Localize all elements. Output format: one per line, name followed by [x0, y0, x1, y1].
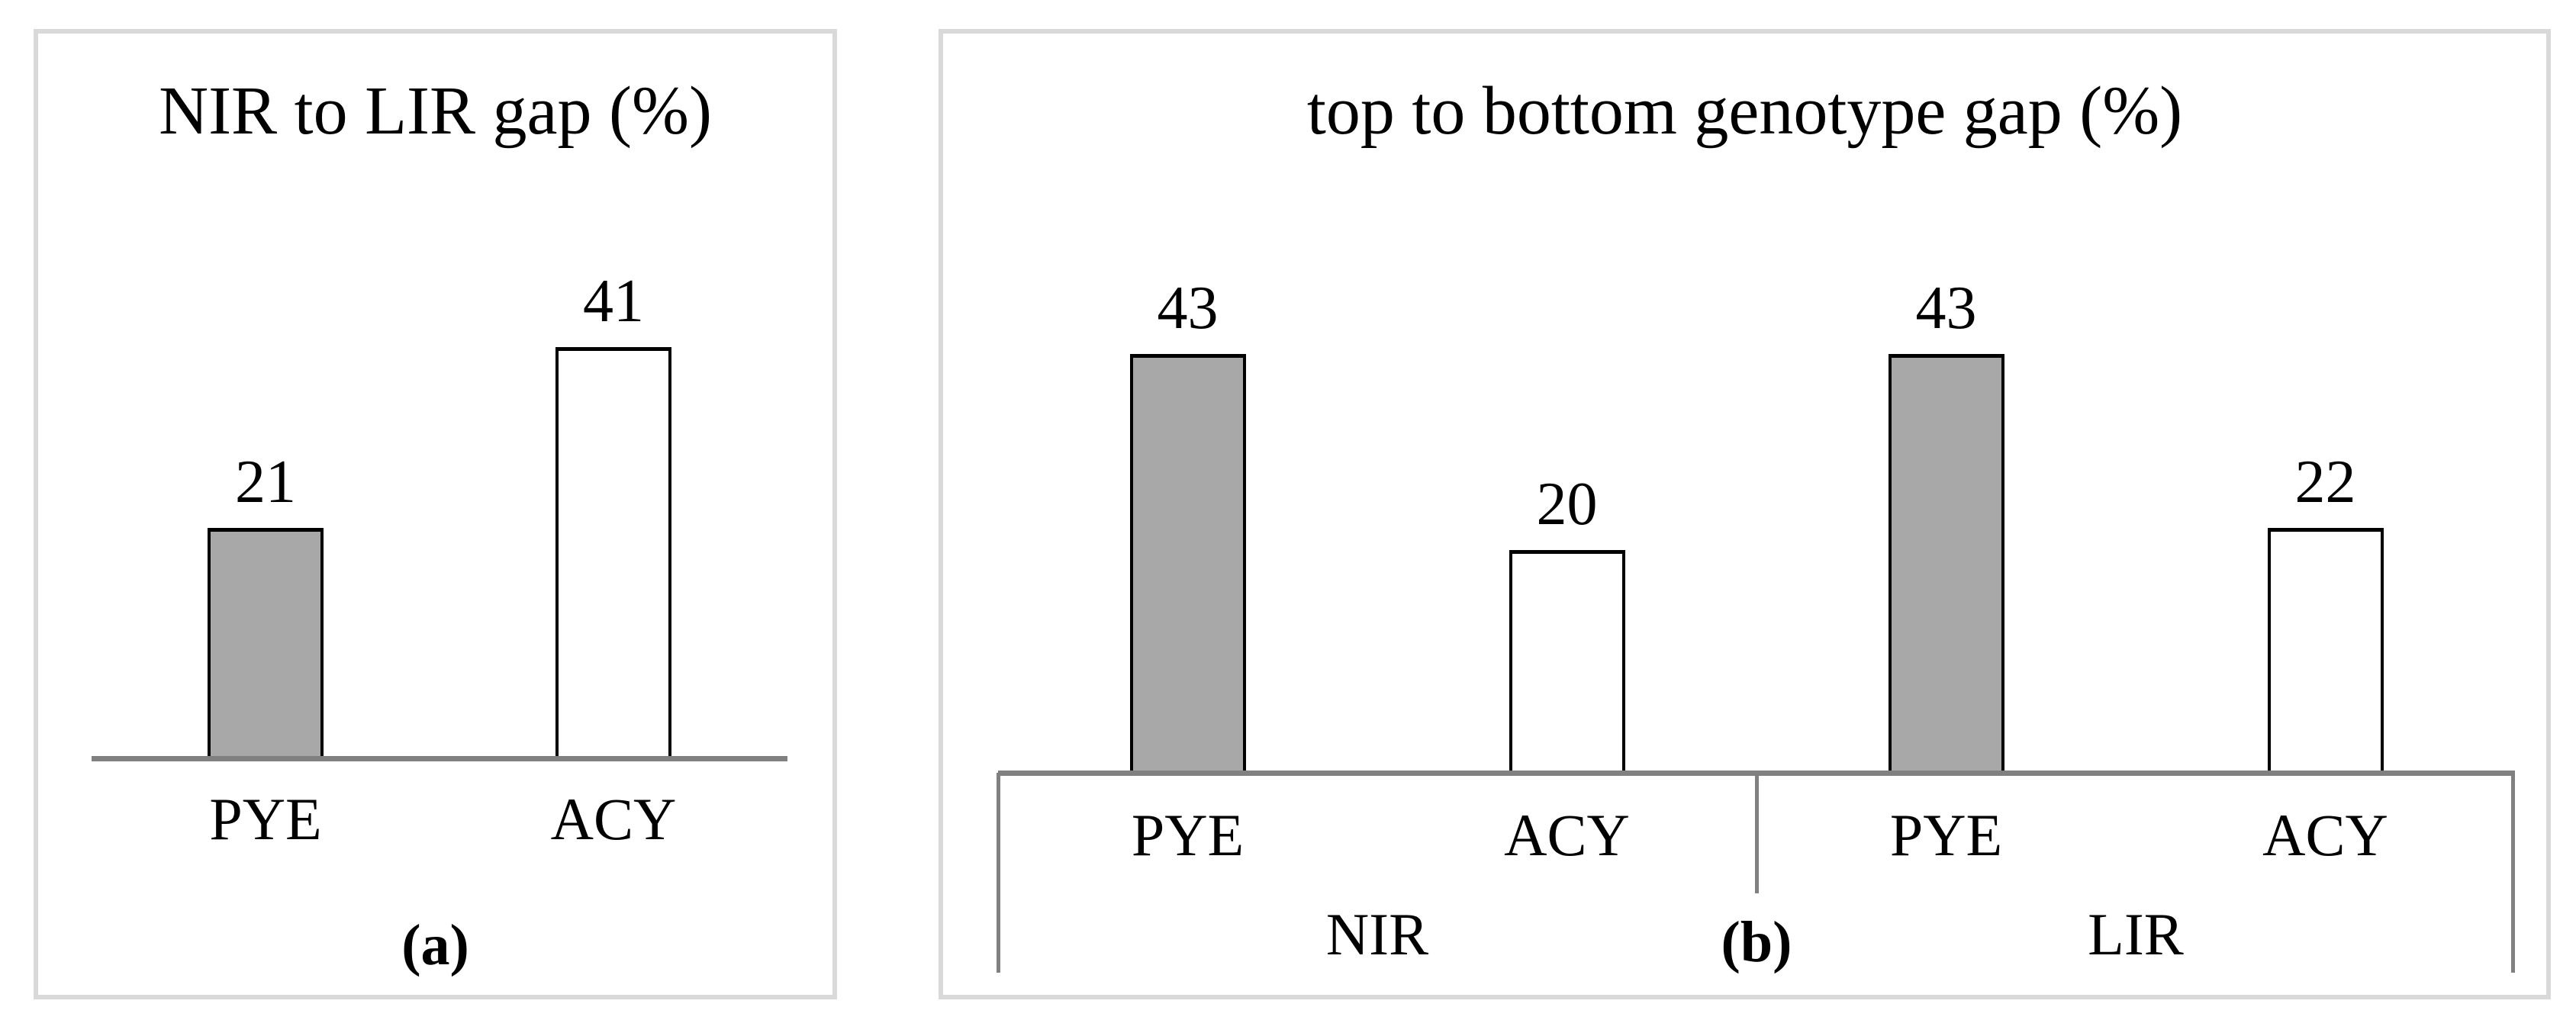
panel-caption: (b)	[1721, 910, 1792, 974]
category-label-row: PYE ACY	[92, 785, 787, 854]
bar-column: 21	[92, 268, 440, 756]
data-label: 43	[1157, 275, 1219, 342]
axis-tick-line	[2511, 773, 2515, 973]
bar-column: 43	[1757, 275, 2136, 771]
x-axis-line	[92, 756, 787, 761]
category-label: PYE	[1131, 802, 1245, 868]
data-label: 22	[2294, 449, 2356, 516]
data-label: 43	[1915, 275, 1977, 342]
bar-column: 20	[1377, 275, 1757, 771]
category-label: PYE	[209, 786, 322, 852]
bar-pye	[1888, 354, 2004, 771]
bar-acy	[2267, 528, 2384, 771]
bar-column: 22	[2136, 275, 2515, 771]
chart-panel-a: NIR to LIR gap (%) 21 41 PYE ACY (a)	[34, 29, 837, 999]
axis-tick-line	[1755, 773, 1759, 893]
bar-pye	[1129, 354, 1246, 771]
chart-panel-b: top to bottom genotype gap (%) 43 20 43 22 …	[939, 29, 2551, 999]
plot-area: 43 20 43 22	[998, 275, 2515, 771]
bar-acy	[555, 347, 671, 756]
data-label: 21	[235, 449, 296, 516]
category-label-row: PYE ACY PYE ACY	[998, 801, 2515, 870]
chart-title: top to bottom genotype gap (%)	[1306, 73, 2183, 149]
group-label: NIR	[1325, 901, 1429, 967]
group-label-row: NIR LIR	[998, 900, 2515, 969]
data-label: 20	[1536, 471, 1598, 538]
bar-acy	[1509, 550, 1625, 771]
plot-area: 21 41	[92, 268, 787, 756]
bar-column: 43	[998, 275, 1377, 771]
chart-title: NIR to LIR gap (%)	[159, 73, 712, 149]
axis-tick-line	[997, 773, 1000, 973]
data-label: 41	[583, 268, 644, 335]
category-label: ACY	[1504, 802, 1630, 868]
bar-pye	[208, 528, 324, 756]
category-label: PYE	[1889, 802, 2003, 868]
category-label: ACY	[2262, 802, 2388, 868]
group-label: LIR	[2088, 901, 2184, 967]
panel-caption: (a)	[401, 913, 469, 977]
category-label: ACY	[550, 786, 677, 852]
bar-column: 41	[440, 268, 787, 756]
